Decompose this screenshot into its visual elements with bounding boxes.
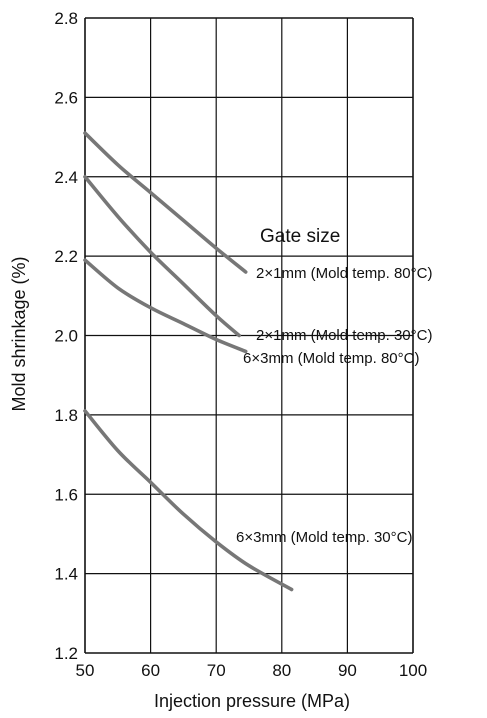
series-lines [83, 131, 294, 592]
series-label-gate-2x1-30c: 2×1mm (Mold temp. 30°C) [256, 327, 432, 344]
x-tick-90: 90 [338, 661, 357, 680]
y-tick-2.0: 2.0 [54, 327, 78, 346]
series-label-gate-2x1-80c: 2×1mm (Mold temp. 80°C) [256, 265, 432, 282]
y-axis-label: Mold shrinkage (%) [9, 256, 29, 411]
series-line-gate-2x1-30c [83, 175, 241, 338]
x-axis-label: Injection pressure (MPa) [154, 691, 350, 711]
series-line-gate-2x1-80c [83, 131, 248, 274]
y-tick-1.4: 1.4 [54, 565, 78, 584]
series-labels: 2×1mm (Mold temp. 80°C) 2×1mm (Mold temp.… [236, 265, 432, 546]
x-tick-80: 80 [272, 661, 291, 680]
y-tick-2.4: 2.4 [54, 168, 78, 187]
grid [84, 17, 414, 654]
x-tick-70: 70 [207, 661, 226, 680]
series-line-gate-6x3-30c [83, 409, 294, 592]
legend-title: Gate size [260, 226, 340, 247]
y-tick-1.2: 1.2 [54, 644, 78, 663]
series-line-gate-6x3-80c [83, 258, 248, 354]
y-tick-2.8: 2.8 [54, 9, 78, 28]
y-tick-1.6: 1.6 [54, 485, 78, 504]
y-tick-2.2: 2.2 [54, 247, 78, 266]
x-tick-60: 60 [141, 661, 160, 680]
x-tick-50: 50 [76, 661, 95, 680]
y-tick-1.8: 1.8 [54, 406, 78, 425]
series-label-gate-6x3-30c: 6×3mm (Mold temp. 30°C) [236, 529, 412, 546]
series-label-gate-6x3-80c: 6×3mm (Mold temp. 80°C) [243, 350, 419, 367]
y-tick-2.6: 2.6 [54, 88, 78, 107]
tick-labels: 50 60 70 80 90 100 1.2 1.4 1.6 1.8 2.0 2.2 2.4 2.6 2.8 [54, 9, 427, 680]
x-tick-100: 100 [399, 661, 427, 680]
